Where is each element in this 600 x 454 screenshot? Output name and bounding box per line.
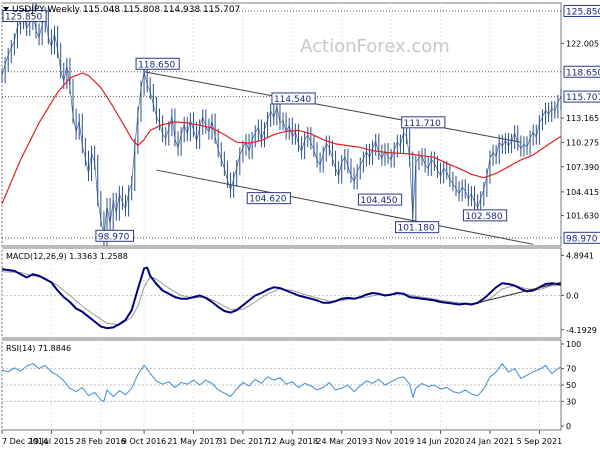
rsi-y-tick-label: 70 [566,365,576,374]
annotation-102-580-text: 102.580 [465,212,502,222]
horizontal-levels [2,10,561,239]
annotation-101-180: 101.180 [394,221,440,234]
rsi-y-tick-label: 0 [566,422,571,431]
annotation-114-540-box [271,92,316,105]
annotation-125-850-box [2,10,47,22]
annotation-104-620: 104.620 [246,192,291,205]
x-tick-label: 31 Dec 2017 [217,437,268,446]
macd-line [1,266,562,330]
annotation-104-620-box [246,192,291,205]
watermark-text: ActionForex.com [300,36,450,57]
x-tick-label: 24 Jan 2021 [466,437,514,446]
x-tick-label: 9 Oct 2016 [122,437,166,446]
y-tag-125-850-box [563,5,600,18]
annotation-98-970: 98.970 [95,229,135,242]
y-tick-label: 101.630 [566,211,599,220]
y-axis-labels: 125.850 122.005 118.650 115.707 113.165 110.2… [561,5,600,244]
rsi-y-tick-label: 100 [566,340,581,349]
annotation-125-850: 125.850 [2,10,47,23]
x-tick-label: 12 Aug 2018 [267,437,318,446]
x-tick-label: 3 Nov 2019 [368,437,414,446]
x-tick-label: 19 Jul 2015 [29,437,74,446]
header-dropdown-icon[interactable] [3,7,9,11]
y-tag-125-850: 125.850 [563,5,600,18]
annotation-102-580: 102.580 [462,209,508,222]
y-tag-125-850-text: 125.850 [566,8,600,18]
x-tick-label: 24 Mar 2019 [316,437,367,446]
price-line [1,10,562,239]
y-tag-118-650: 118.650 [563,65,600,78]
y-tag-98-970-text: 98.970 [566,234,598,244]
macd-trendline [477,281,562,304]
annotation-118-650-box [135,57,180,70]
macd-panel: MACD(12,26,9) 1.3363 1.2588 4.8941 0.0 -4.1… [1,251,597,335]
y-tag-98-970: 98.970 [563,231,600,244]
y-tick-label: 104.415 [566,188,599,197]
price-annotations: 125.850 118.650 114.540 111.710 104.620 104.4… [2,10,508,242]
annotation-114-540-text: 114.540 [274,95,311,105]
moving-average-line [1,72,562,205]
annotation-114-540: 114.540 [271,92,316,105]
channel-line-lower [156,169,534,245]
macd-y-tick-label: 0.0 [566,291,579,300]
y-tag-98-970-box [563,231,600,244]
x-tick-label: 28 Feb 2016 [76,437,126,446]
rsi-panel: RSI(14) 71.8846 100 70 50 30 0 [1,340,581,431]
x-tick-label: 14 Jun 2020 [416,437,464,446]
x-tick-label: 7 Dec 2014 [2,437,48,446]
annotation-111-710-text: 111.710 [404,119,441,129]
y-tag-118-650-box [563,65,600,78]
panel-frame-1 [1,247,562,339]
y-tick-label: 113.165 [566,114,599,123]
rsi-y-tick-label: 30 [566,397,576,406]
annotation-104-450: 104.450 [357,193,403,206]
y-tag-115-707: 115.707 [563,90,600,103]
annotation-104-450-box [357,193,403,206]
annotation-111-710-box [401,116,446,129]
annotation-104-450-text: 104.450 [360,196,397,206]
annotation-118-650: 118.650 [135,57,180,70]
y-tick-label: 122.005 [566,39,599,48]
channel-line-upper [143,71,521,143]
macd-y-tick-label: -4.1929 [566,326,597,335]
panel-frame-2 [1,339,562,431]
y-tag-115-707-text: 115.707 [566,93,600,103]
rsi-line [1,363,562,402]
y-tag-115-707-box [563,90,600,103]
annotation-102-580-box [462,209,508,222]
annotation-98-970-box [95,229,135,242]
annotation-104-620-text: 104.620 [249,195,286,205]
price-series [1,3,562,246]
annotation-101-180-box [394,221,440,234]
annotation-98-970-text: 98.970 [98,232,130,242]
y-tick-label: 110.275 [566,138,599,147]
x-tick-label: 21 May 2017 [167,437,219,446]
y-tick-label: 107.390 [566,163,599,172]
rsi-label: RSI(14) 71.8846 [6,344,71,353]
macd-label: MACD(12,26,9) 1.3363 1.2588 [6,252,128,261]
macd-signal-line [1,271,562,326]
annotation-111-710: 111.710 [401,116,446,129]
macd-y-tick-label: 4.8941 [566,251,594,260]
grid-lines [1,3,540,430]
x-tick-label: 5 Sep 2021 [517,437,563,446]
y-tag-118-650-text: 118.650 [566,68,600,78]
moving-average-series [1,72,562,205]
annotation-118-650-text: 118.650 [138,60,175,70]
annotation-101-180-text: 101.180 [397,224,434,234]
chart-header-text: USDJPY,Weekly 115.048 115.808 114.938 11… [12,5,240,15]
trend-channel [143,71,534,245]
annotation-125-850-text: 125.850 [5,13,42,23]
rsi-y-tick-label: 50 [566,381,576,390]
chart-header: USDJPY,Weekly 115.048 115.808 114.938 11… [3,5,240,15]
